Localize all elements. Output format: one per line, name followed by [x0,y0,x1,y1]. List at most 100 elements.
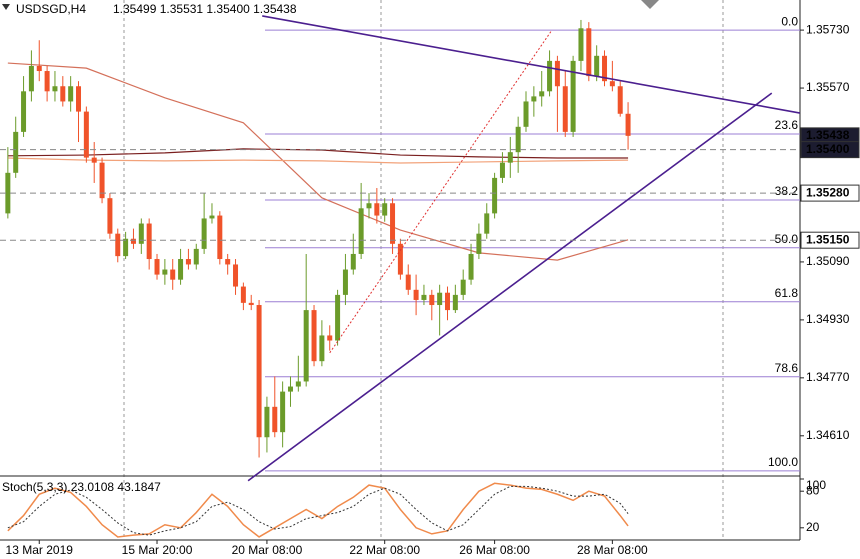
candle-body [240,286,246,303]
candle-body [602,55,608,82]
candle-body [397,243,403,275]
price-marker-box [800,184,860,202]
y-tick-label: 1.35730 [806,22,850,36]
candle-body [295,381,301,387]
trendline [247,92,773,482]
candle-body [185,259,191,265]
stoch-tick-label: 100 [806,478,826,492]
stoch-title: Stoch(5,3,3) 23.0108 43.1847 [2,480,161,494]
candle-body [421,294,427,300]
candle-body [91,157,97,163]
candle-body [76,86,82,112]
candle-body [44,71,50,92]
x-tick-label: 13 Mar 2019 [6,543,74,557]
candle-body [484,213,490,234]
price-marker-box [800,141,860,159]
candle-body [60,86,66,102]
x-tick-label: 26 Mar 08:00 [459,543,530,557]
candle-body [233,264,239,287]
candle-body [327,335,333,341]
candle-body [609,81,615,87]
candle-body [162,269,168,275]
price-marker-label: 1.35150 [806,232,850,246]
candle-body [5,172,11,214]
candle-body [366,203,372,209]
period-separators [123,0,724,540]
candle-body [209,215,215,219]
stoch-tick-label: 20 [806,520,820,534]
candle-body [272,406,278,433]
candle-body [201,218,207,249]
candle-body [21,91,27,132]
candle-body [562,86,568,132]
candle-body [28,65,34,92]
candle-body [437,292,443,306]
candle-body [492,177,498,214]
candle-body [554,60,560,87]
candle-body [374,203,380,216]
candle-body [217,215,223,260]
symbol-label: USDSGD,H4 [16,2,86,16]
fib-label: 50.0 [775,232,799,246]
candle-body [570,60,576,132]
candle-body [311,310,317,362]
price-marker-box [800,231,860,249]
candle-body [193,248,199,265]
shift-arrow[interactable] [641,0,659,9]
candle-body [36,65,42,72]
candle-body [390,203,396,244]
candle-body [507,152,513,163]
x-tick-label: 20 Mar 08:00 [232,543,303,557]
candle-body [115,233,121,257]
candle-body [225,259,231,265]
moving-average [7,157,629,164]
candle-body [350,253,356,270]
candle-body [452,294,458,311]
y-tick-label: 1.34770 [806,370,850,384]
candle-body [547,60,553,92]
candle-body [468,253,474,280]
x-tick-label: 22 Mar 08:00 [349,543,420,557]
candle-body [13,131,19,173]
stoch-tick-label: 80 [806,483,820,497]
candle-body [617,86,623,114]
candle-body [154,259,160,275]
fib-label: 23.6 [775,118,799,132]
candle-body [358,208,364,254]
menu-triangle[interactable] [2,4,10,10]
y-tick-label: 1.34610 [806,428,850,442]
candle-body [523,101,529,127]
candle-body [531,96,537,102]
price-marker-label: 1.35438 [806,128,850,142]
y-tick-label: 1.35090 [806,254,850,268]
candle-body [83,111,89,158]
candle-body [256,305,262,438]
price-marker-label: 1.35400 [806,142,850,156]
candle-body [264,406,270,438]
moving-average [7,62,629,261]
candle-body [303,310,309,382]
candle-body [594,55,600,77]
candle-body [107,198,113,234]
x-tick-label: 28 Mar 08:00 [577,543,648,557]
candle-body [248,302,254,306]
candle-body [342,269,348,295]
candle-body [280,391,286,433]
candle-body [413,289,419,300]
fib-label: 100.0 [768,455,798,469]
candle-body [382,203,388,216]
stoch-line [7,482,629,538]
fib-label: 0.0 [781,14,798,28]
price-marker-label: 1.35280 [806,185,850,199]
fib-label: 78.6 [775,361,799,375]
candle-body [138,223,144,244]
candle-body [178,259,184,280]
fib-label: 38.2 [775,184,799,198]
trendline [329,29,553,354]
candle-body [405,274,411,290]
candle-body [539,91,545,97]
candle-body [586,28,592,77]
stoch-line [7,485,629,536]
